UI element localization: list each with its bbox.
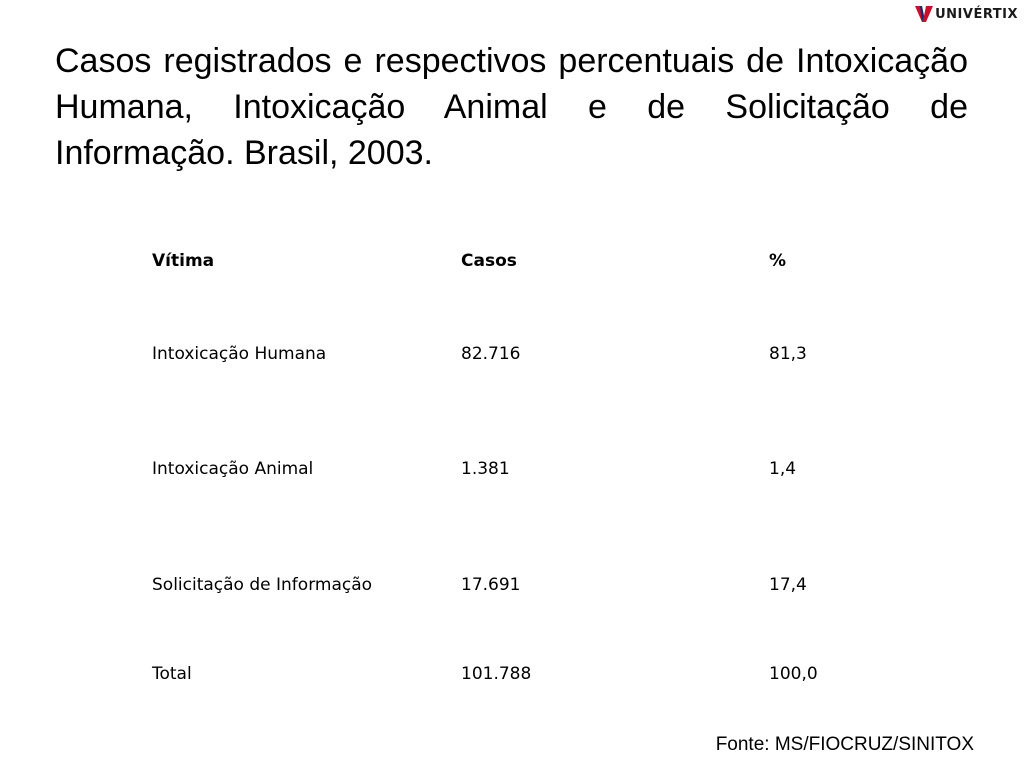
row-label: Solicitação de Informação: [152, 575, 373, 595]
row-casos: 82.716: [461, 344, 521, 364]
header-percent: %: [769, 251, 787, 271]
row-percent: 81,3: [769, 344, 807, 364]
source-note: Fonte: MS/FIOCRUZ/SINITOX: [715, 734, 974, 755]
table-row: Intoxicação Animal 1.381 1,4: [152, 454, 912, 484]
row-label: Intoxicação Animal: [152, 459, 314, 479]
slide-title: Casos registrados e respectivos percentu…: [55, 42, 968, 172]
row-percent: 17,4: [769, 575, 807, 595]
table-row: Solicitação de Informação 17.691 17,4: [152, 570, 912, 600]
row-label: Intoxicação Humana: [152, 344, 327, 364]
header-vitima: Vítima: [152, 251, 215, 271]
row-casos: 1.381: [461, 459, 510, 479]
header-casos: Casos: [461, 251, 517, 271]
univertix-logo: UNIVÉRTIX: [914, 2, 1018, 26]
table-row-total: Total 101.788 100,0: [152, 659, 912, 689]
row-percent: 1,4: [769, 459, 797, 479]
table-header-row: Vítima Casos %: [152, 246, 912, 276]
row-casos: 17.691: [461, 575, 521, 595]
row-casos: 101.788: [461, 664, 532, 684]
row-percent: 100,0: [769, 664, 818, 684]
row-label: Total: [152, 664, 192, 684]
table-row: Intoxicação Humana 82.716 81,3: [152, 339, 912, 369]
univertix-logo-mark-icon: [915, 6, 934, 22]
logo-text: UNIVÉRTIX: [935, 6, 1018, 22]
